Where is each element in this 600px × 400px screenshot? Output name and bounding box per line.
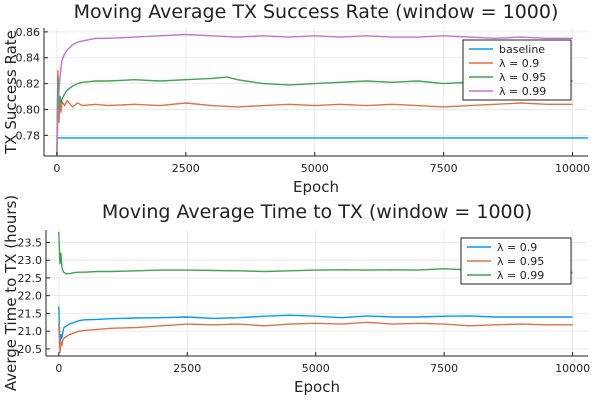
y-tick-label: 23.0 — [18, 254, 43, 267]
chart-title: Moving Average TX Success Rate (window =… — [74, 1, 559, 23]
x-tick-label: 2500 — [172, 162, 200, 175]
series-line-2 — [58, 231, 573, 275]
y-tick-label: 0.86 — [16, 26, 41, 39]
y-tick-label: 0.80 — [16, 103, 41, 116]
x-tick-label: 10000 — [555, 162, 590, 175]
y-tick-label: 22.0 — [18, 290, 43, 303]
x-tick-label: 5000 — [302, 362, 330, 375]
x-axis-label: Epoch — [293, 178, 339, 196]
series-group — [58, 231, 573, 354]
chart-time-to-tx: 0 2500 5000 7500 10000 20.5 21.0 21.5 22.0 22.5 23… — [2, 195, 590, 396]
y-axis-label: Averge Time to TX (hours) — [2, 195, 20, 391]
x-tick-label: 5000 — [301, 162, 329, 175]
y-tick-label: 0.82 — [16, 78, 41, 91]
x-tick-label: 7500 — [430, 162, 458, 175]
y-tick-label: 23.5 — [18, 236, 43, 249]
legend-label-2: λ = 0.99 — [497, 269, 544, 282]
x-axis-label: Epoch — [294, 378, 340, 396]
y-tick-label: 21.0 — [18, 325, 43, 338]
y-tick-label: 0.78 — [16, 129, 41, 142]
legend-label-1: λ = 0.9 — [499, 57, 539, 70]
y-tick-label: 22.5 — [18, 272, 43, 285]
legend-label-1: λ = 0.95 — [497, 255, 544, 268]
series-line-3 — [56, 33, 573, 155]
legend-label-2: λ = 0.95 — [499, 71, 546, 84]
y-tick-label: 20.5 — [18, 343, 43, 356]
y-axis-label: TX Success Rate — [2, 30, 20, 155]
series-line-2 — [56, 76, 573, 155]
series-line-0 — [58, 306, 573, 347]
series-group — [56, 33, 588, 155]
x-tick-label: 10000 — [555, 362, 590, 375]
x-tick-label: 0 — [53, 162, 60, 175]
legend-label-0: λ = 0.9 — [497, 241, 537, 254]
legend: λ = 0.9λ = 0.95λ = 0.99 — [460, 237, 572, 285]
legend-label-3: λ = 0.99 — [499, 85, 546, 98]
y-tick-label: 0.84 — [16, 52, 41, 65]
y-tick-label: 21.5 — [18, 307, 43, 320]
series-line-1 — [58, 321, 573, 354]
chart-tx-success-rate: 0 2500 5000 7500 10000 0.78 0.80 0.82 0.84 0.86 Mo… — [2, 1, 590, 196]
x-tick-label: 7500 — [430, 362, 458, 375]
legend-label-0: baseline — [499, 43, 545, 56]
legend-box — [462, 39, 572, 101]
x-tick-label: 0 — [55, 362, 62, 375]
chart-title: Moving Average Time to TX (window = 1000… — [102, 201, 532, 223]
x-tick-label: 2500 — [173, 362, 201, 375]
